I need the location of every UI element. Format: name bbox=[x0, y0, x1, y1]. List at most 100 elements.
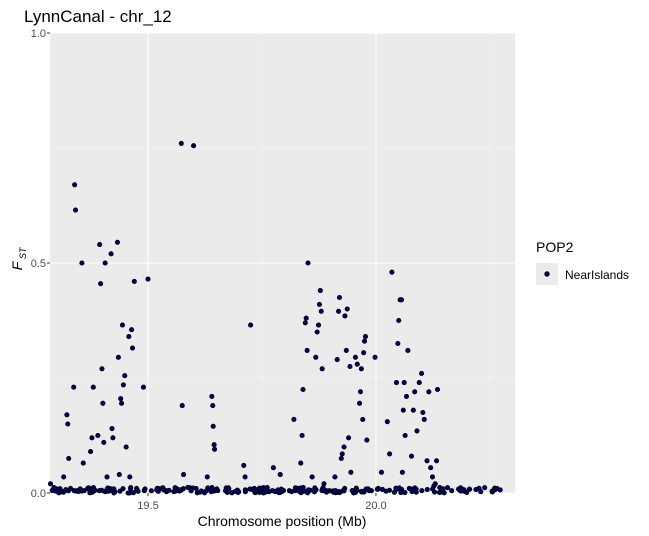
data-point bbox=[434, 386, 441, 393]
data-point bbox=[203, 488, 209, 494]
data-point bbox=[105, 488, 112, 494]
data-point bbox=[466, 486, 472, 492]
data-point bbox=[61, 474, 67, 480]
data-point bbox=[89, 435, 95, 441]
data-point bbox=[363, 486, 369, 492]
data-point bbox=[98, 281, 104, 287]
data-point bbox=[412, 389, 418, 395]
data-point bbox=[129, 345, 136, 351]
data-point bbox=[241, 462, 247, 468]
data-point bbox=[242, 474, 248, 480]
data-point bbox=[424, 487, 430, 493]
data-point bbox=[429, 474, 436, 480]
data-point bbox=[210, 423, 216, 429]
data-point bbox=[414, 428, 420, 434]
data-point bbox=[384, 419, 390, 425]
data-point bbox=[122, 373, 128, 379]
data-point bbox=[387, 451, 393, 457]
data-point bbox=[360, 416, 366, 422]
data-point bbox=[80, 460, 86, 466]
data-point bbox=[248, 322, 254, 328]
data-point bbox=[399, 469, 405, 475]
data-point bbox=[319, 366, 325, 372]
data-point bbox=[319, 486, 325, 492]
data-point bbox=[261, 485, 267, 491]
data-point bbox=[142, 486, 148, 492]
data-point bbox=[191, 143, 197, 149]
data-point bbox=[160, 486, 166, 492]
data-point bbox=[316, 301, 322, 307]
legend-key-dot bbox=[544, 271, 550, 277]
data-point bbox=[179, 403, 185, 409]
data-point bbox=[444, 485, 451, 491]
data-point bbox=[336, 308, 342, 314]
data-point bbox=[358, 366, 364, 372]
data-point bbox=[473, 487, 479, 493]
data-point bbox=[395, 340, 401, 347]
data-point bbox=[402, 489, 408, 496]
x-axis: 19.5 20.0 bbox=[137, 500, 386, 512]
data-point bbox=[100, 400, 106, 406]
data-point bbox=[393, 485, 399, 491]
y-tick-label: 0.0 bbox=[31, 488, 46, 500]
data-point bbox=[341, 488, 347, 494]
data-point bbox=[421, 416, 427, 422]
data-point bbox=[212, 446, 218, 452]
data-point bbox=[428, 465, 434, 471]
data-point bbox=[401, 380, 407, 386]
data-point bbox=[145, 276, 151, 282]
data-point bbox=[193, 485, 199, 492]
data-point bbox=[300, 484, 306, 491]
data-point bbox=[97, 487, 103, 494]
data-point bbox=[300, 386, 306, 393]
data-point bbox=[378, 469, 384, 475]
data-point bbox=[208, 486, 214, 493]
data-point bbox=[420, 409, 426, 416]
data-point bbox=[403, 393, 410, 399]
data-point bbox=[315, 322, 322, 328]
x-axis-title: Chromosome position (Mb) bbox=[198, 513, 367, 529]
data-point bbox=[288, 489, 295, 495]
data-point bbox=[418, 370, 425, 376]
data-point bbox=[118, 396, 124, 402]
data-point bbox=[277, 472, 283, 478]
data-point bbox=[119, 400, 125, 406]
data-point bbox=[99, 366, 105, 372]
data-point bbox=[126, 334, 132, 340]
data-point bbox=[126, 490, 132, 496]
data-point bbox=[64, 412, 70, 418]
data-point bbox=[389, 269, 395, 275]
data-point bbox=[478, 489, 484, 495]
data-point bbox=[209, 393, 215, 399]
data-point bbox=[314, 329, 320, 335]
data-point bbox=[85, 485, 91, 491]
data-point bbox=[346, 435, 352, 441]
y-axis-title-subscript: ST bbox=[18, 246, 28, 259]
data-point bbox=[305, 260, 311, 266]
data-point bbox=[419, 488, 425, 494]
grid-lines bbox=[50, 32, 515, 494]
data-point bbox=[97, 242, 103, 248]
data-point bbox=[362, 334, 369, 340]
data-point bbox=[115, 354, 121, 360]
data-point bbox=[120, 382, 126, 388]
data-point bbox=[434, 458, 440, 464]
x-tick-label: 20.0 bbox=[365, 500, 386, 512]
data-point bbox=[188, 488, 194, 494]
data-point bbox=[108, 251, 114, 257]
data-point bbox=[393, 380, 400, 386]
y-axis-title-main: F bbox=[9, 260, 25, 270]
data-point bbox=[305, 487, 312, 493]
data-point bbox=[204, 474, 210, 480]
data-point bbox=[436, 489, 443, 496]
data-point bbox=[102, 260, 108, 266]
data-point bbox=[298, 490, 304, 496]
data-point bbox=[117, 488, 123, 494]
data-point bbox=[402, 432, 408, 439]
data-point bbox=[361, 350, 367, 356]
data-point bbox=[482, 485, 488, 491]
data-point bbox=[313, 354, 319, 360]
data-point bbox=[66, 455, 72, 462]
data-point bbox=[211, 442, 217, 448]
